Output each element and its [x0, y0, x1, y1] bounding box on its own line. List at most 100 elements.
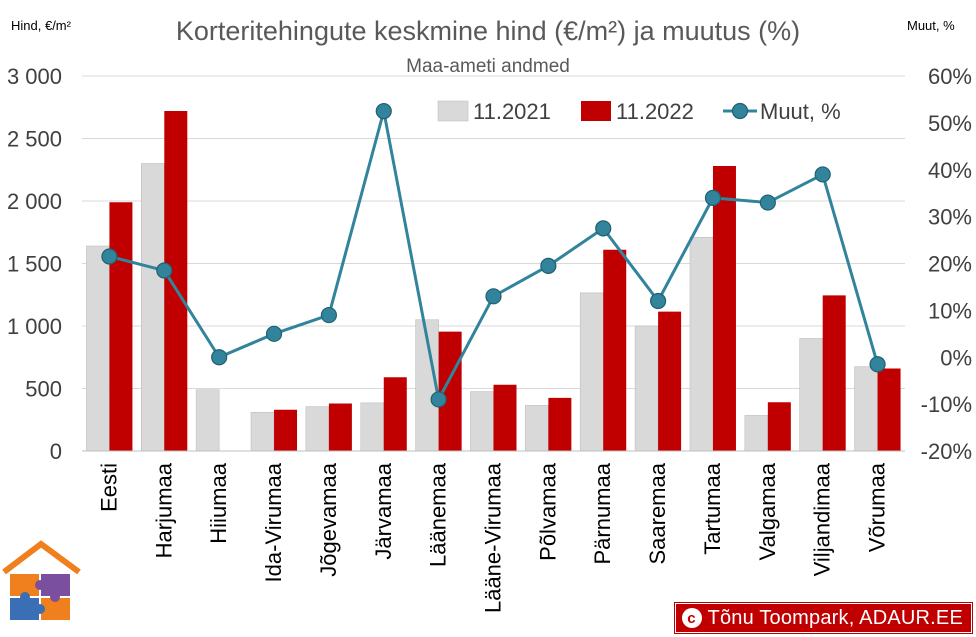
bar-11-2021: [141, 163, 165, 452]
bar-11-2022: [109, 202, 133, 451]
right-tick-label: -20%: [921, 439, 972, 464]
bars: [86, 111, 901, 452]
bar-11-2022: [767, 402, 791, 451]
category-label: Eesti: [96, 463, 121, 512]
chart-title: Korteritehingute keskmine hind (€/m²) ja…: [176, 16, 800, 46]
change-point: [649, 292, 667, 310]
left-axis-label: Hind, €/m²: [11, 18, 72, 33]
legend-swatch-11-2021: [437, 100, 469, 122]
category-label: Tartumaa: [700, 462, 725, 554]
change-point: [485, 288, 502, 305]
category-label: Läänemaa: [426, 462, 451, 567]
right-tick-label: 50%: [928, 111, 972, 136]
bar-11-2022: [712, 166, 736, 451]
logo-piece-orange-2: [41, 598, 70, 620]
copyright-badge: c Tõnu Toompark, ADAUR.EE: [673, 602, 974, 634]
bar-11-2021: [689, 236, 714, 452]
legend-label-muut: Muut, %: [760, 99, 841, 124]
logo-roof-icon: [2, 540, 81, 575]
bar-11-2021: [799, 338, 824, 452]
chart-subtitle: Maa-ameti andmed: [406, 56, 570, 77]
category-label: Ida-Virumaa: [261, 462, 286, 582]
change-point: [704, 189, 722, 206]
right-tick-label: 0%: [940, 345, 972, 370]
left-tick-label: 0: [50, 439, 62, 464]
grid-lines: [82, 75, 905, 389]
category-label: Viljandimaa: [810, 462, 835, 576]
change-line: [101, 103, 886, 408]
bar-11-2022: [658, 311, 682, 451]
house-puzzle-logo: [2, 540, 81, 620]
left-tick-label: 2 000: [7, 189, 62, 214]
bar-11-2022: [822, 295, 846, 451]
logo-knob-1: [35, 580, 45, 590]
credit-text: Tõnu Toompark, ADAUR.EE: [707, 606, 963, 629]
category-label: Järvamaa: [371, 462, 396, 559]
bar-11-2021: [854, 366, 878, 452]
legend: 11.2021 11.2022 Muut, %: [437, 99, 841, 124]
bar-11-2022: [274, 409, 298, 451]
bar-11-2021: [86, 245, 110, 452]
logo-knob-4: [50, 592, 60, 602]
category-label: Lääne-Virumaa: [481, 462, 506, 613]
change-point: [869, 356, 886, 373]
bar-11-2022: [383, 377, 407, 451]
legend-marker-muut: [731, 102, 749, 120]
right-tick-label: 40%: [928, 158, 972, 183]
logo-piece-purple: [41, 574, 70, 596]
change-point: [156, 262, 173, 279]
bar-11-2022: [328, 403, 352, 451]
change-point: [211, 349, 228, 366]
bar-11-2021: [744, 415, 769, 452]
change-point: [595, 220, 612, 237]
legend-label-11-2021: 11.2021: [473, 99, 551, 124]
category-label: Harjumaa: [151, 462, 176, 558]
category-label: Põlvamaa: [535, 462, 560, 561]
change-point: [375, 103, 392, 120]
right-tick-label: 20%: [928, 252, 972, 277]
bar-11-2021: [470, 391, 494, 452]
logo-knob-3: [35, 604, 45, 614]
bar-11-2022: [493, 384, 517, 451]
category-label: Pärnumaa: [590, 462, 615, 564]
category-label: Võrumaa: [865, 462, 890, 552]
left-tick-label: 3 000: [7, 64, 62, 89]
bar-11-2022: [877, 368, 901, 451]
category-label: Valgamaa: [755, 462, 780, 560]
change-point: [320, 306, 337, 324]
change-point: [430, 391, 447, 408]
legend-label-11-2022: 11.2022: [616, 99, 694, 124]
change-point: [265, 325, 283, 342]
category-label: Jõgevamaa: [316, 462, 341, 577]
left-tick-label: 1 500: [7, 252, 62, 277]
right-tick-label: 10%: [928, 298, 972, 323]
right-tick-label: 60%: [928, 64, 972, 89]
legend-swatch-11-2022: [581, 101, 611, 121]
bar-11-2022: [548, 397, 572, 451]
logo-piece-orange: [10, 574, 39, 596]
change-point: [814, 166, 831, 183]
bar-11-2021: [634, 325, 659, 452]
bar-11-2021: [195, 389, 220, 452]
category-label: Saaremaa: [645, 462, 670, 564]
logo-knob-2: [20, 592, 30, 602]
bar-11-2022: [164, 111, 188, 451]
bar-11-2021: [250, 411, 275, 452]
right-tick-label: -10%: [921, 392, 972, 417]
left-tick-label: 2 500: [7, 127, 62, 152]
bar-11-2022: [603, 249, 627, 451]
bar-11-2021: [360, 402, 385, 452]
bar-11-2021: [525, 405, 549, 452]
change-point: [540, 257, 557, 274]
bar-11-2021: [579, 292, 604, 452]
copyright-icon: c: [681, 608, 702, 628]
right-tick-label: 30%: [928, 205, 972, 230]
category-label: Hiiumaa: [206, 462, 231, 543]
left-tick-label: 500: [25, 377, 62, 402]
bar-11-2021: [305, 406, 330, 452]
change-point: [759, 194, 776, 211]
right-axis-label: Muut, %: [907, 18, 955, 33]
logo-piece-blue: [10, 598, 39, 620]
change-point: [101, 248, 118, 265]
